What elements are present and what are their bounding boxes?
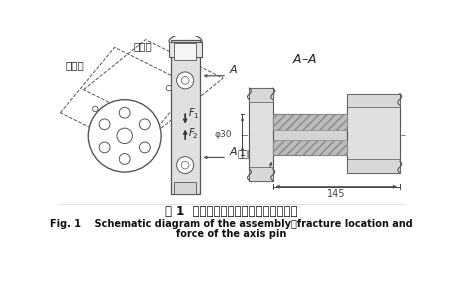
Polygon shape xyxy=(272,114,346,130)
Text: 合位置: 合位置 xyxy=(66,60,84,70)
Text: 2: 2 xyxy=(193,133,197,139)
Text: $A$: $A$ xyxy=(229,63,238,75)
Circle shape xyxy=(117,128,132,144)
Circle shape xyxy=(99,142,110,153)
Polygon shape xyxy=(249,167,272,181)
Text: 1: 1 xyxy=(193,113,197,119)
Circle shape xyxy=(119,153,130,164)
Text: 图 1  轴销装配．断裂位置与受力示意图: 图 1 轴销装配．断裂位置与受力示意图 xyxy=(165,205,297,218)
Circle shape xyxy=(99,119,110,130)
Text: $A$: $A$ xyxy=(229,145,238,157)
Circle shape xyxy=(119,107,130,118)
Circle shape xyxy=(176,72,193,89)
Polygon shape xyxy=(272,114,346,155)
Text: φ30: φ30 xyxy=(214,130,231,139)
Text: $A$–$A$: $A$–$A$ xyxy=(291,53,317,66)
Text: force of the axis pin: force of the axis pin xyxy=(176,229,286,239)
Circle shape xyxy=(176,157,193,174)
Polygon shape xyxy=(249,88,272,102)
Circle shape xyxy=(166,86,171,91)
Text: Fig. 1    Schematic diagram of the assembly，fracture location and: Fig. 1 Schematic diagram of the assembly… xyxy=(50,219,412,229)
Polygon shape xyxy=(174,44,196,60)
Circle shape xyxy=(139,142,150,153)
Polygon shape xyxy=(249,88,272,181)
Polygon shape xyxy=(169,42,202,57)
Circle shape xyxy=(92,106,98,112)
Polygon shape xyxy=(171,40,199,194)
Polygon shape xyxy=(174,182,196,194)
Text: $F$: $F$ xyxy=(188,126,196,138)
Text: 分位置: 分位置 xyxy=(133,42,152,52)
Text: 145: 145 xyxy=(327,189,345,198)
Polygon shape xyxy=(346,159,399,173)
Circle shape xyxy=(88,100,161,172)
Polygon shape xyxy=(346,94,399,107)
Circle shape xyxy=(139,119,150,130)
Text: $F$: $F$ xyxy=(188,106,196,118)
Polygon shape xyxy=(272,140,346,155)
Text: 断裂位置: 断裂位置 xyxy=(237,150,259,160)
Polygon shape xyxy=(346,94,399,173)
